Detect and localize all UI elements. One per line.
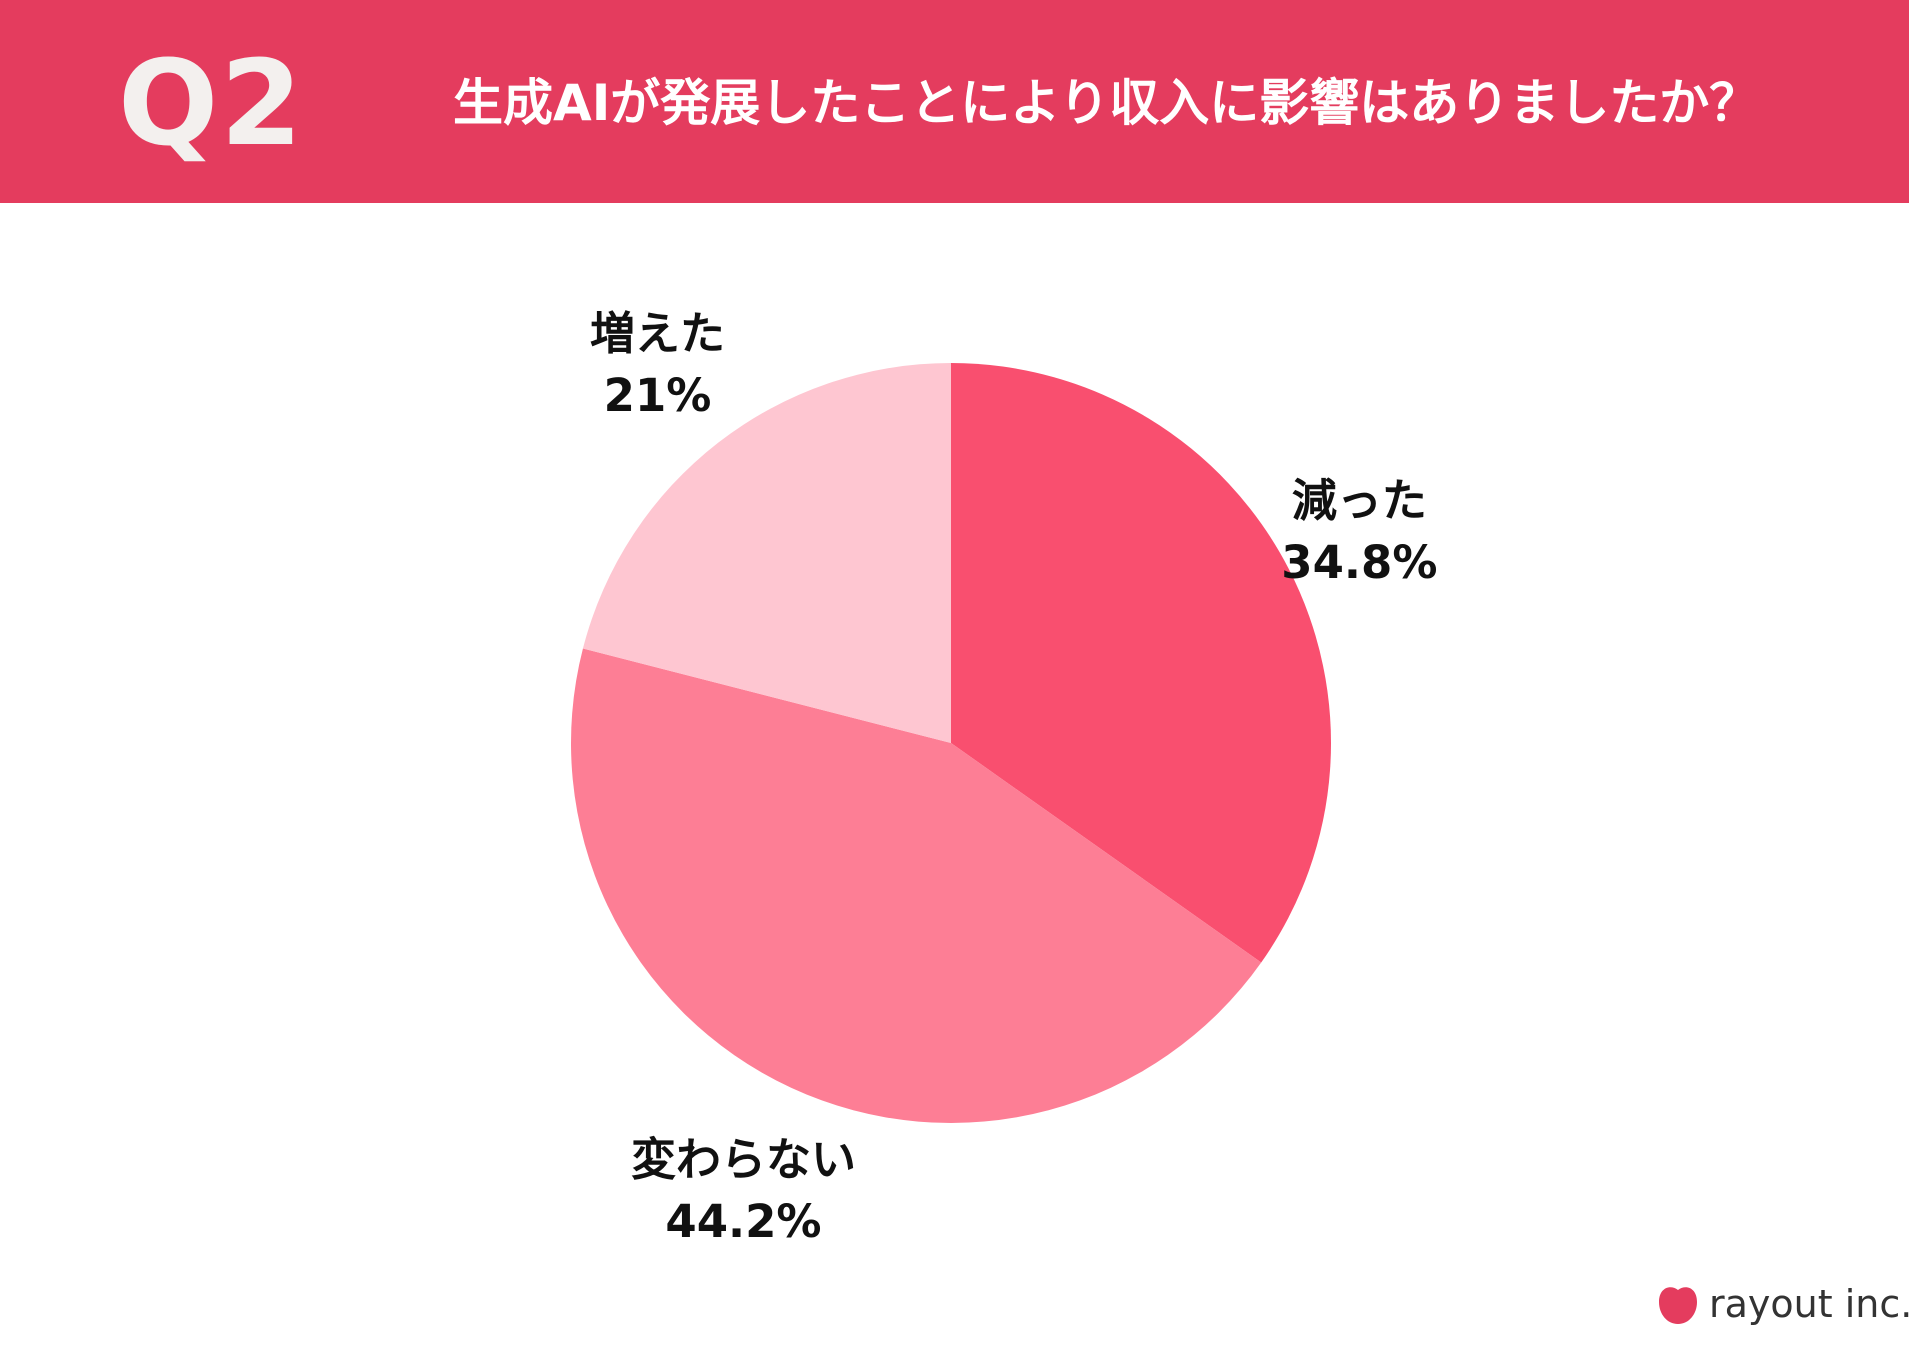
- slice-label-value: 21%: [603, 368, 712, 422]
- question-number: Q2: [118, 34, 305, 172]
- apple-icon: [1659, 1287, 1697, 1324]
- question-text: 生成AIが発展したことにより収入に影響はありましたか？: [453, 74, 1760, 132]
- slice-label-decreased: 減った 34.8%: [1229, 470, 1489, 594]
- brand-logo: rayout inc.: [1657, 1272, 1909, 1336]
- slice-label-name: 増えた: [590, 306, 726, 360]
- header-banner: Q2 生成AIが発展したことにより収入に影響はありましたか？: [0, 0, 1909, 203]
- slice-label-increased: 増えた 21%: [528, 303, 788, 427]
- pie-slice-decreased: [951, 363, 1332, 963]
- slice-label-name: 変わらない: [630, 1133, 856, 1187]
- slice-label-value: 34.8%: [1281, 535, 1438, 589]
- slice-label-unchanged: 変わらない 44.2%: [613, 1129, 873, 1253]
- pie-slices: [571, 363, 1332, 1124]
- slice-label-name: 減った: [1291, 473, 1427, 527]
- slice-label-value: 44.2%: [665, 1195, 822, 1249]
- pie-slice-increased: [582, 363, 951, 743]
- pie-slice-unchanged: [571, 648, 1262, 1124]
- brand-name: rayout inc.: [1709, 1282, 1909, 1326]
